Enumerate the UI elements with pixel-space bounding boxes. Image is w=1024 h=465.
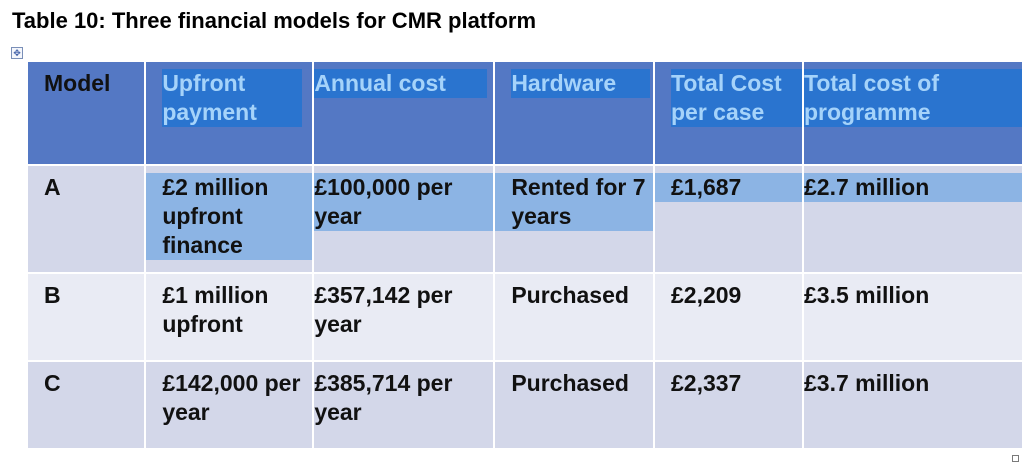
hardware-value: Purchased	[511, 282, 629, 308]
cell-model: B	[25, 272, 147, 362]
cell-annual: £385,714 per year	[312, 360, 496, 450]
header-hardware-label: Hardware	[511, 69, 651, 98]
cell-upfront: £2 million upfront finance	[144, 164, 315, 274]
total-cost-value: £2.7 million	[803, 173, 1022, 202]
hardware-value: Purchased	[511, 370, 629, 396]
cell-upfront: £1 million upfront	[144, 272, 315, 362]
total-cost-value: £3.7 million	[803, 370, 930, 396]
cell-total-cost: £3.7 million	[801, 360, 1024, 450]
table-title: Table 10: Three financial models for CMR…	[12, 8, 537, 33]
cell-hardware: Purchased	[493, 272, 655, 362]
header-annual-label: Annual cost	[314, 69, 488, 98]
header-cell-model: Model	[25, 60, 147, 166]
header-cell-upfront: Upfront payment	[144, 60, 315, 166]
table-row: B £1 million upfront £357,142 per year P…	[25, 272, 1024, 362]
table-row: A £2 million upfront finance £100,000 pe…	[25, 164, 1024, 274]
upfront-value: £2 million upfront finance	[146, 173, 313, 260]
cell-total-cost: £3.5 million	[801, 272, 1024, 362]
financial-models-table: Model Upfront payment Annual cost Hardwa…	[25, 60, 1024, 450]
table-row: C £142,000 per year £385,714 per year Pu…	[25, 360, 1024, 450]
cell-annual: £357,142 per year	[312, 272, 496, 362]
cell-cost-per-case: £2,337	[652, 360, 804, 450]
header-upfront-label: Upfront payment	[162, 69, 303, 127]
cell-model: C	[25, 360, 147, 450]
cell-annual: £100,000 per year	[312, 164, 496, 274]
cell-upfront: £142,000 per year	[144, 360, 315, 450]
total-cost-value: £3.5 million	[803, 282, 930, 308]
cell-cost-per-case: £2,209	[652, 272, 804, 362]
cell-hardware: Rented for 7 years	[493, 164, 655, 274]
cell-hardware: Purchased	[493, 360, 655, 450]
header-cell-total-cost: Total cost of programme	[801, 60, 1024, 166]
cost-per-case-value: £2,209	[670, 282, 742, 308]
table-move-handle-icon[interactable]: ✥	[11, 47, 23, 59]
annual-value: £385,714 per year	[314, 370, 453, 425]
header-model-label: Model	[44, 70, 111, 96]
model-a-label: A	[44, 174, 61, 200]
model-c-label: C	[44, 370, 61, 396]
table-resize-handle-icon[interactable]	[1012, 455, 1019, 462]
cost-per-case-value: £1,687	[654, 173, 802, 202]
upfront-value: £142,000 per year	[162, 370, 301, 425]
header-cost-per-case-label: Total Cost per case	[670, 69, 802, 127]
annual-value: £357,142 per year	[314, 282, 453, 337]
header-cell-annual: Annual cost	[312, 60, 496, 166]
annual-value: £100,000 per year	[314, 173, 494, 231]
header-cell-cost-per-case: Total Cost per case	[652, 60, 804, 166]
upfront-value: £1 million upfront	[162, 282, 269, 337]
cost-per-case-value: £2,337	[670, 370, 742, 396]
cell-total-cost: £2.7 million	[801, 164, 1024, 274]
table-header-row: Model Upfront payment Annual cost Hardwa…	[25, 60, 1024, 166]
cell-cost-per-case: £1,687	[652, 164, 804, 274]
model-b-label: B	[44, 282, 61, 308]
cell-model: A	[25, 164, 147, 274]
hardware-value: Rented for 7 years	[495, 173, 653, 231]
header-total-cost-label: Total cost of programme	[803, 69, 1022, 127]
header-cell-hardware: Hardware	[493, 60, 655, 166]
